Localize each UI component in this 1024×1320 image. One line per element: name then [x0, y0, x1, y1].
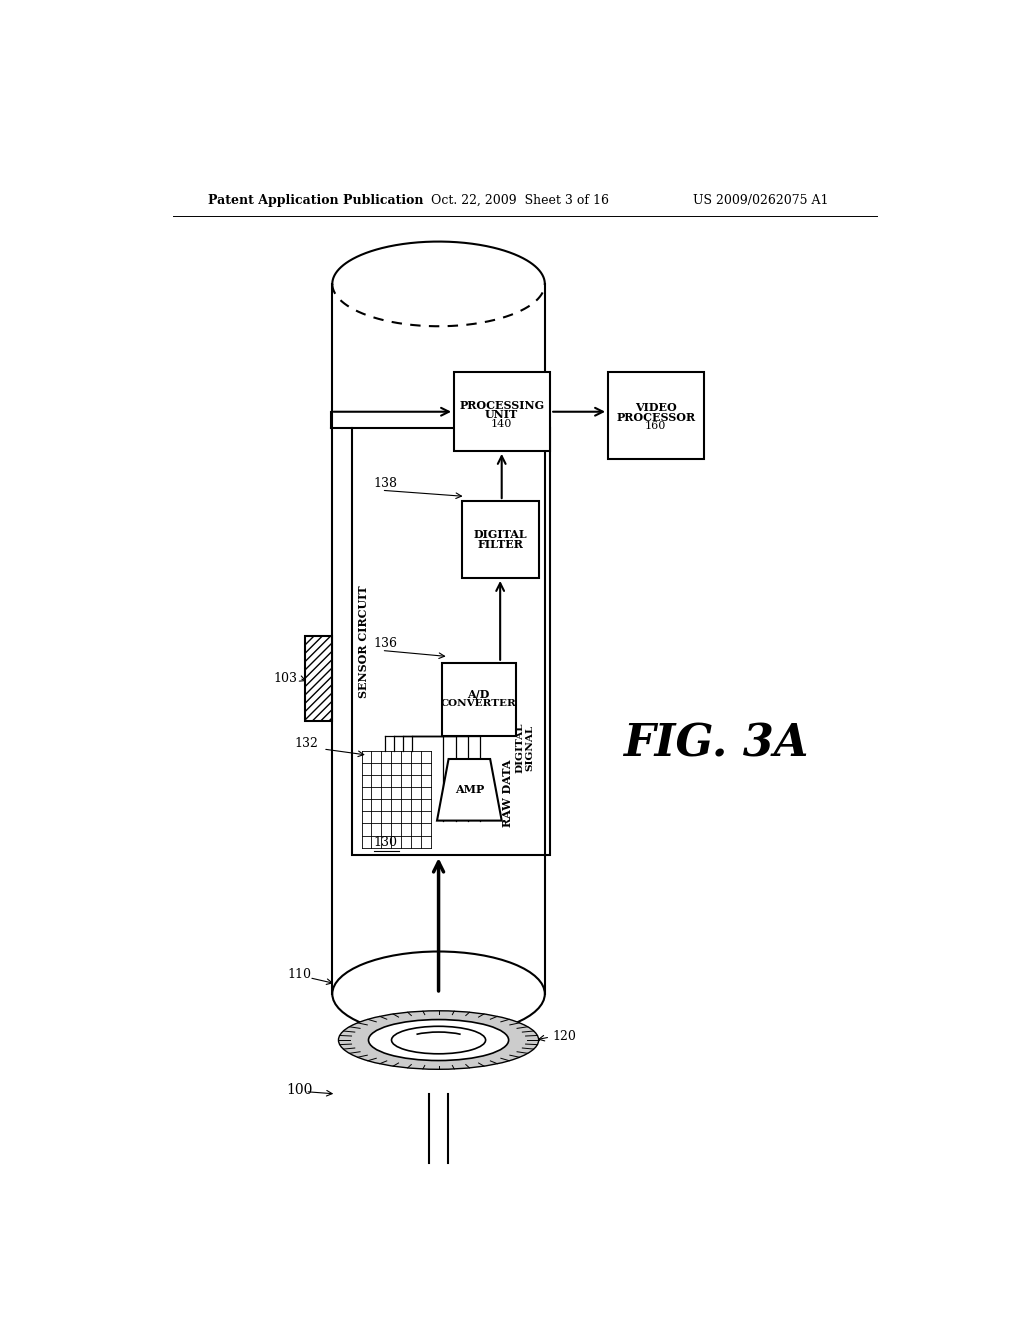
- Ellipse shape: [369, 1019, 509, 1060]
- Bar: [305, 636, 333, 721]
- Ellipse shape: [391, 1026, 485, 1053]
- Text: FIG. 3A: FIG. 3A: [623, 722, 808, 766]
- Bar: [352, 428, 550, 855]
- Text: Oct. 22, 2009  Sheet 3 of 16: Oct. 22, 2009 Sheet 3 of 16: [431, 194, 609, 207]
- Text: 138: 138: [374, 478, 398, 490]
- Text: VIDEO: VIDEO: [635, 403, 677, 413]
- Text: 160: 160: [645, 421, 667, 432]
- Text: 100: 100: [286, 1084, 312, 1097]
- Text: DIGITAL: DIGITAL: [473, 529, 527, 540]
- Text: 130: 130: [374, 836, 398, 849]
- Text: A/D: A/D: [467, 688, 489, 700]
- Bar: [462, 502, 539, 578]
- Text: SENSOR CIRCUIT: SENSOR CIRCUIT: [357, 585, 369, 697]
- Text: 103: 103: [273, 672, 298, 685]
- Text: UNIT: UNIT: [485, 409, 518, 420]
- Bar: [454, 372, 550, 451]
- Text: 110: 110: [288, 968, 311, 981]
- Text: CONVERTER: CONVERTER: [440, 700, 516, 708]
- Text: 140: 140: [492, 418, 512, 429]
- Polygon shape: [437, 759, 502, 821]
- Text: 136: 136: [374, 638, 398, 651]
- Text: PROCESSING: PROCESSING: [459, 400, 545, 411]
- Ellipse shape: [339, 1011, 539, 1069]
- Text: 132: 132: [295, 738, 318, 751]
- Text: DIGITAL
SIGNAL: DIGITAL SIGNAL: [515, 722, 535, 772]
- Ellipse shape: [333, 952, 545, 1036]
- Bar: [442, 663, 515, 737]
- Text: AMP: AMP: [455, 784, 484, 795]
- Text: RAW DATA: RAW DATA: [503, 760, 513, 828]
- Bar: [608, 372, 705, 459]
- Text: 120: 120: [553, 1030, 577, 1043]
- Text: US 2009/0262075 A1: US 2009/0262075 A1: [692, 194, 828, 207]
- Text: PROCESSOR: PROCESSOR: [616, 412, 695, 422]
- Text: FILTER: FILTER: [477, 539, 523, 549]
- Text: Patent Application Publication: Patent Application Publication: [208, 194, 423, 207]
